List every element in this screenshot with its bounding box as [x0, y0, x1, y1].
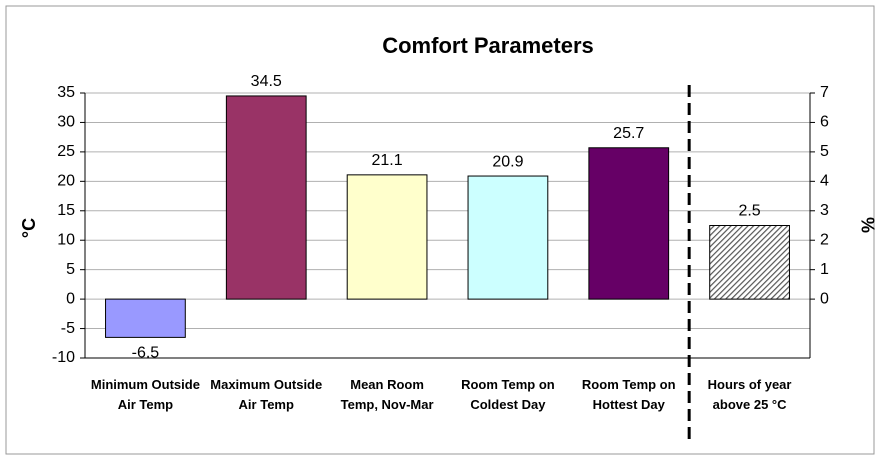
y2-tick-label: 1 [820, 261, 829, 278]
data-label: 21.1 [372, 152, 403, 169]
y2-tick-label: 7 [820, 84, 829, 101]
y-tick-label: 30 [57, 114, 75, 131]
y-tick-label: 15 [57, 202, 75, 219]
bar [588, 147, 670, 300]
y-tick-label: 10 [57, 231, 75, 248]
chart-title: Comfort Parameters [382, 33, 594, 58]
y-tick-label: 0 [66, 290, 75, 307]
y-axis-label: °C [19, 218, 39, 238]
y2-tick-label: 6 [820, 114, 829, 131]
data-label: 20.9 [492, 153, 523, 170]
x-tick-label: Maximum Outside Air Temp [210, 377, 323, 412]
data-label: 25.7 [613, 125, 644, 142]
bar [346, 174, 428, 300]
data-label: 34.5 [251, 73, 282, 90]
data-label: -6.5 [132, 345, 160, 362]
bar [709, 225, 790, 300]
y2-tick-label: 2 [820, 231, 829, 248]
y-tick-label: 25 [57, 143, 75, 160]
bar [105, 298, 186, 338]
y2-axis-label: % [857, 217, 877, 233]
y2-tick-label: 5 [820, 143, 829, 160]
chart-border [5, 5, 875, 455]
y-tick-label: -5 [61, 320, 75, 337]
x-tick-label: Mean Room Temp, Nov-Mar [340, 377, 434, 412]
y2-tick-label: 3 [820, 202, 829, 219]
y-tick-label: 35 [57, 84, 75, 101]
y-tick-label: -10 [52, 349, 75, 366]
y-tick-label: 20 [57, 173, 75, 190]
y2-tick-label: 4 [820, 173, 829, 190]
data-label: 2.5 [738, 203, 760, 220]
x-tick-label: Room Temp on Coldest Day [461, 377, 555, 412]
y2-tick-label: 0 [820, 290, 829, 307]
bar [225, 95, 307, 300]
bar [467, 175, 549, 300]
y-tick-label: 5 [66, 261, 75, 278]
x-tick-label: Hours of year above 25 °C [707, 377, 792, 412]
x-tick-label: Minimum Outside Air Temp [90, 377, 200, 412]
x-tick-label: Room Temp on Hottest Day [581, 377, 676, 412]
